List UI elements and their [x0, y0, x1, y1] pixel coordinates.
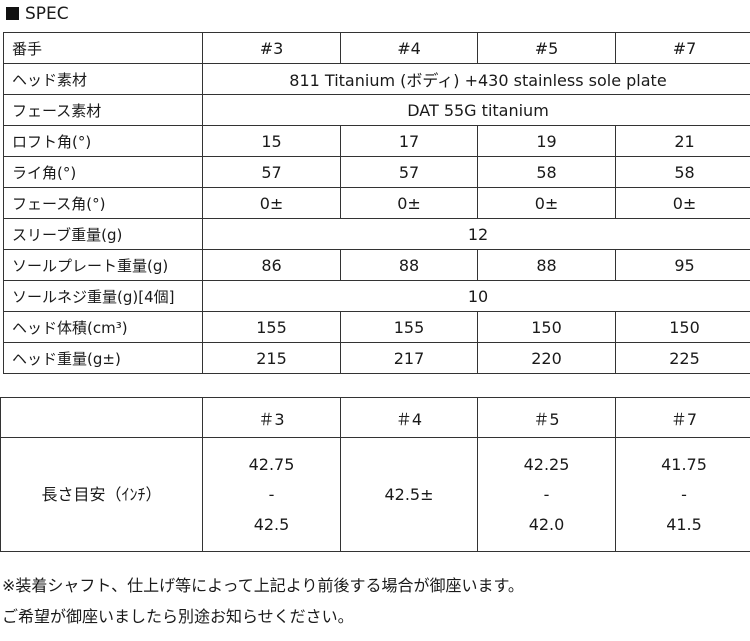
table-cell: ライ角(°) [3, 156, 203, 188]
table-cell: 12 [202, 218, 750, 250]
table-cell: ＃7 [615, 397, 750, 438]
length-value: - [268, 484, 275, 504]
length-table: ＃3 ＃4 ＃5 ＃7 長さ目安（ｲﾝﾁ） 42.75-42.5 42.5± 42.25-42… [0, 397, 750, 552]
notes: ※装着シャフト、仕上げ等によって上記より前後する場合が御座います。 ご希望が御座… [2, 570, 524, 632]
table-row: ヘッド重量(g±) 215 217 220 225 [3, 342, 750, 374]
table-cell: 15 [202, 125, 341, 157]
table-cell: 10 [202, 280, 750, 312]
table-row: ソールプレート重量(g) 86 88 88 95 [3, 249, 750, 281]
table-cell: 225 [615, 342, 750, 374]
table-cell: 86 [202, 249, 341, 281]
table-cell: 811 Titanium (ボディ) +430 stainless sole p… [202, 63, 750, 95]
table-cell: 95 [615, 249, 750, 281]
length-cell: 42.75 - 42.5 [202, 437, 341, 552]
length-cell: 42.5± [340, 437, 478, 552]
table-row: ヘッド素材 811 Titanium (ボディ) +430 stainless s… [3, 63, 750, 95]
length-value: - [543, 484, 550, 504]
table-cell: 0± [477, 187, 616, 219]
length-value: 41.5 [666, 514, 702, 534]
table-cell: 0± [202, 187, 341, 219]
length-cell: 42.25 - 42.0 [477, 437, 616, 552]
table-cell: 215 [202, 342, 341, 374]
table-cell: #5 [477, 32, 616, 64]
table-cell: 19 [477, 125, 616, 157]
table-cell: 0± [340, 187, 478, 219]
table-row: フェース角(°) 0± 0± 0± 0± [3, 187, 750, 219]
table-cell: フェース素材 [3, 94, 203, 126]
header-row: 番手 #3 #4 #5 #7 [3, 32, 750, 64]
table-row: 長さ目安（ｲﾝﾁ） 42.75 - 42.5 42.5± 42.25 - 42.0 41.75 -… [0, 437, 750, 552]
length-value: 42.5 [253, 514, 290, 534]
table-cell: 57 [202, 156, 341, 188]
table-cell: スリーブ重量(g) [3, 218, 203, 250]
table-cell: #7 [615, 32, 750, 64]
title-text: SPEC [25, 4, 69, 24]
table-cell: ヘッド素材 [3, 63, 203, 95]
length-value: 42.0 [528, 514, 565, 534]
header-row: ＃3 ＃4 ＃5 ＃7 [0, 397, 750, 438]
table-cell: 57 [340, 156, 478, 188]
table-cell: ソールネジ重量(g)[4個] [3, 280, 203, 312]
table-cell: フェース角(°) [3, 187, 203, 219]
table-cell: ヘッド重量(g±) [3, 342, 203, 374]
length-value: 42.25 [523, 454, 570, 474]
length-value: 42.75 [248, 454, 295, 474]
table-cell: #3 [202, 32, 341, 64]
table-row: ライ角(°) 57 57 58 58 [3, 156, 750, 188]
table-cell: #4 [340, 32, 478, 64]
table-cell: 217 [340, 342, 478, 374]
table-cell: 155 [340, 311, 478, 343]
table-cell: DAT 55G titanium [202, 94, 750, 126]
table-row: ソールネジ重量(g)[4個] 10 [3, 280, 750, 312]
square-bullet-icon [6, 7, 19, 20]
table-cell: 150 [477, 311, 616, 343]
table-cell: 17 [340, 125, 478, 157]
table-cell: 88 [477, 249, 616, 281]
table-cell: 220 [477, 342, 616, 374]
table-row: フェース素材 DAT 55G titanium [3, 94, 750, 126]
table-cell: ロフト角(°) [3, 125, 203, 157]
note-line: ご希望が御座いましたら別途お知らせください。 [2, 607, 354, 626]
table-cell [0, 397, 203, 438]
table-row: ヘッド体積(cm³) 155 155 150 150 [3, 311, 750, 343]
length-value: 41.75 [661, 454, 707, 474]
table-cell: ＃3 [202, 397, 341, 438]
note-line: ※装着シャフト、仕上げ等によって上記より前後する場合が御座います。 [2, 576, 524, 595]
length-cell: 41.75 - 41.5 [615, 437, 750, 552]
table-cell: ヘッド体積(cm³) [3, 311, 203, 343]
table-cell: 0± [615, 187, 750, 219]
section-title: SPEC [6, 4, 69, 24]
table-cell: 58 [615, 156, 750, 188]
table-cell: ＃5 [477, 397, 616, 438]
spec-table: 番手 #3 #4 #5 #7 ヘッド素材 811 Titanium (ボディ) +430 s… [3, 32, 750, 374]
length-value: - [681, 484, 687, 504]
table-cell: 21 [615, 125, 750, 157]
table-row: スリーブ重量(g) 12 [3, 218, 750, 250]
table-cell: ＃4 [340, 397, 478, 438]
table-cell: 150 [615, 311, 750, 343]
length-value: 42.5± [384, 484, 434, 504]
table-cell: 長さ目安（ｲﾝﾁ） [0, 437, 203, 552]
table-row: ロフト角(°) 15 17 19 21 [3, 125, 750, 157]
table-cell: 番手 [3, 32, 203, 64]
table-cell: 58 [477, 156, 616, 188]
table-cell: ソールプレート重量(g) [3, 249, 203, 281]
table-cell: 88 [340, 249, 478, 281]
table-cell: 155 [202, 311, 341, 343]
